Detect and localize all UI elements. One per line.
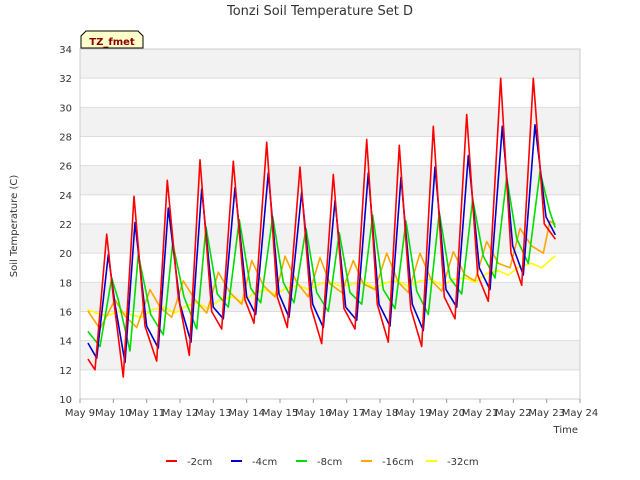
legend-label: -4cm: [252, 457, 277, 468]
legend: -2cm -4cm -8cm -16cm -32cm: [166, 457, 479, 468]
series-line-neg8cm: [87, 170, 556, 352]
legend-label: -2cm: [187, 457, 212, 468]
x-tick-label: May 24: [562, 408, 599, 419]
plot-background-bands: [80, 49, 580, 370]
y-tick-label: 30: [59, 103, 72, 114]
plot-area: [79, 48, 581, 400]
y-tick-label: 28: [59, 133, 72, 144]
chart-title: Tonzi Soil Temperature Set D: [226, 4, 413, 19]
y-tick-label: 10: [59, 395, 72, 406]
grid-band: [80, 107, 580, 137]
y-tick-label: 34: [59, 45, 72, 56]
grid-band: [80, 340, 580, 370]
x-tick-label: May 9: [65, 408, 95, 419]
legend-label: -32cm: [447, 457, 479, 468]
y-tick-label: 22: [59, 220, 72, 231]
x-tick-label: May 20: [428, 408, 465, 419]
y-tick-label: 18: [59, 278, 72, 289]
x-tick-label: May 21: [462, 408, 499, 419]
badge-label: TZ_fmet: [89, 37, 135, 48]
series-line-neg2cm: [87, 77, 556, 378]
legend-label: -8cm: [317, 457, 342, 468]
x-tick-label: May 23: [528, 408, 565, 419]
x-tick-label: May 11: [128, 408, 165, 419]
y-axis-label: Soil Temperature (C): [9, 175, 20, 278]
x-tick-label: May 18: [362, 408, 399, 419]
tz-fmet-badge: TZ_fmet: [80, 30, 144, 49]
series-line-neg4cm: [87, 124, 556, 364]
legend-label: -16cm: [382, 457, 414, 468]
x-tick-label: May 17: [328, 408, 365, 419]
x-tick-label: May 10: [95, 408, 132, 419]
x-tick-label: May 19: [395, 408, 432, 419]
x-axis-label: Time: [553, 425, 578, 436]
y-tick-label: 26: [59, 162, 72, 173]
grid-band: [80, 49, 580, 79]
grid-band: [80, 165, 580, 195]
x-tick-label: May 15: [262, 408, 299, 419]
y-tick-label: 20: [59, 249, 72, 260]
data-series: [87, 77, 556, 378]
series-line-neg16cm: [87, 220, 556, 330]
x-tick-label: May 22: [495, 408, 532, 419]
y-tick-labels: 10 12 14 16 18 20 22 24 26 28 30 32 34: [59, 45, 72, 406]
y-tick-label: 24: [59, 191, 72, 202]
x-tick-label: May 16: [295, 408, 332, 419]
y-tick-label: 32: [59, 74, 72, 85]
x-tick-label: May 12: [162, 408, 199, 419]
y-tick-label: 12: [59, 366, 72, 377]
y-tick-label: 14: [59, 337, 72, 348]
x-tick-label: May 13: [195, 408, 232, 419]
y-tick-label: 16: [59, 308, 72, 319]
x-tick-label: May 14: [228, 408, 265, 419]
